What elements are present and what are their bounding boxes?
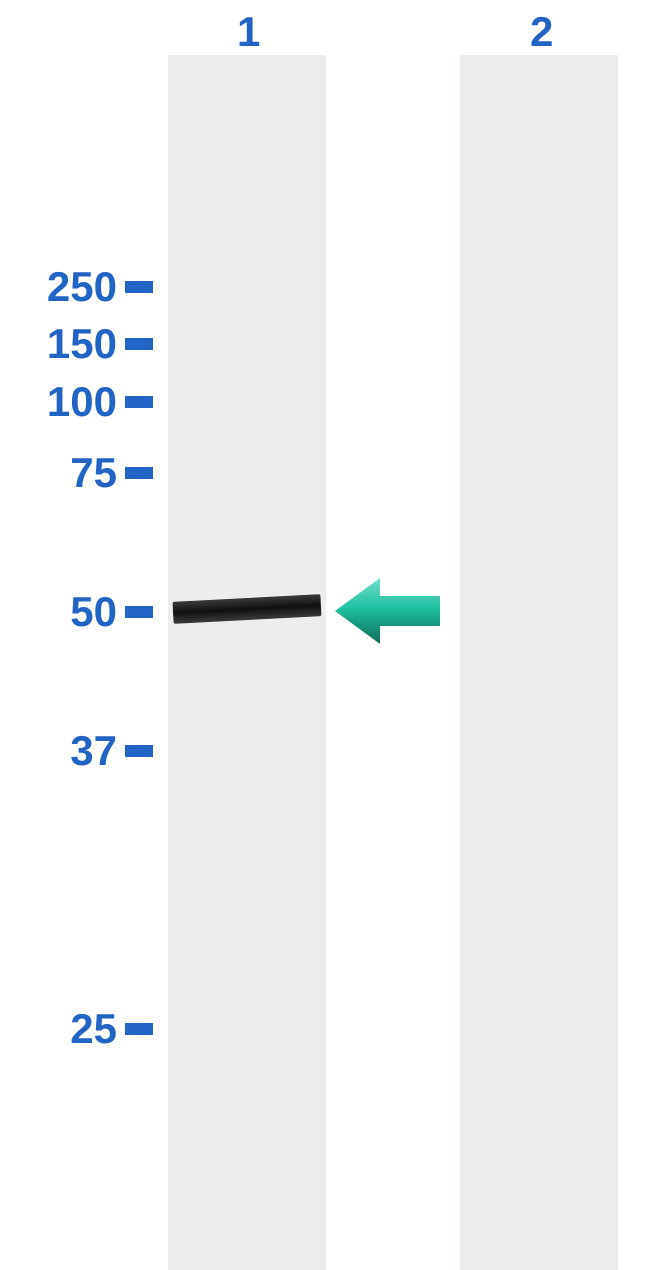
blot-figure: 1 2 250 150 100 75 50 37 25 [0, 0, 650, 1270]
marker-25: 25 [22, 1005, 153, 1053]
marker-250: 250 [22, 263, 153, 311]
marker-25-tick [125, 1023, 153, 1035]
marker-150: 150 [22, 320, 153, 368]
marker-250-label: 250 [22, 263, 117, 311]
marker-50: 50 [22, 588, 153, 636]
marker-37: 37 [22, 727, 153, 775]
marker-37-label: 37 [22, 727, 117, 775]
marker-50-tick [125, 606, 153, 618]
lane-2 [460, 55, 618, 1270]
marker-75-tick [125, 467, 153, 479]
marker-100-tick [125, 396, 153, 408]
marker-50-label: 50 [22, 588, 117, 636]
marker-25-label: 25 [22, 1005, 117, 1053]
band-indicator-arrow-icon [335, 578, 440, 644]
marker-250-tick [125, 281, 153, 293]
lane-1-label: 1 [237, 8, 260, 56]
lane-1 [168, 55, 326, 1270]
marker-37-tick [125, 745, 153, 757]
marker-100: 100 [22, 378, 153, 426]
marker-75-label: 75 [22, 449, 117, 497]
marker-100-label: 100 [22, 378, 117, 426]
marker-150-label: 150 [22, 320, 117, 368]
marker-75: 75 [22, 449, 153, 497]
lane-2-label: 2 [530, 8, 553, 56]
marker-150-tick [125, 338, 153, 350]
